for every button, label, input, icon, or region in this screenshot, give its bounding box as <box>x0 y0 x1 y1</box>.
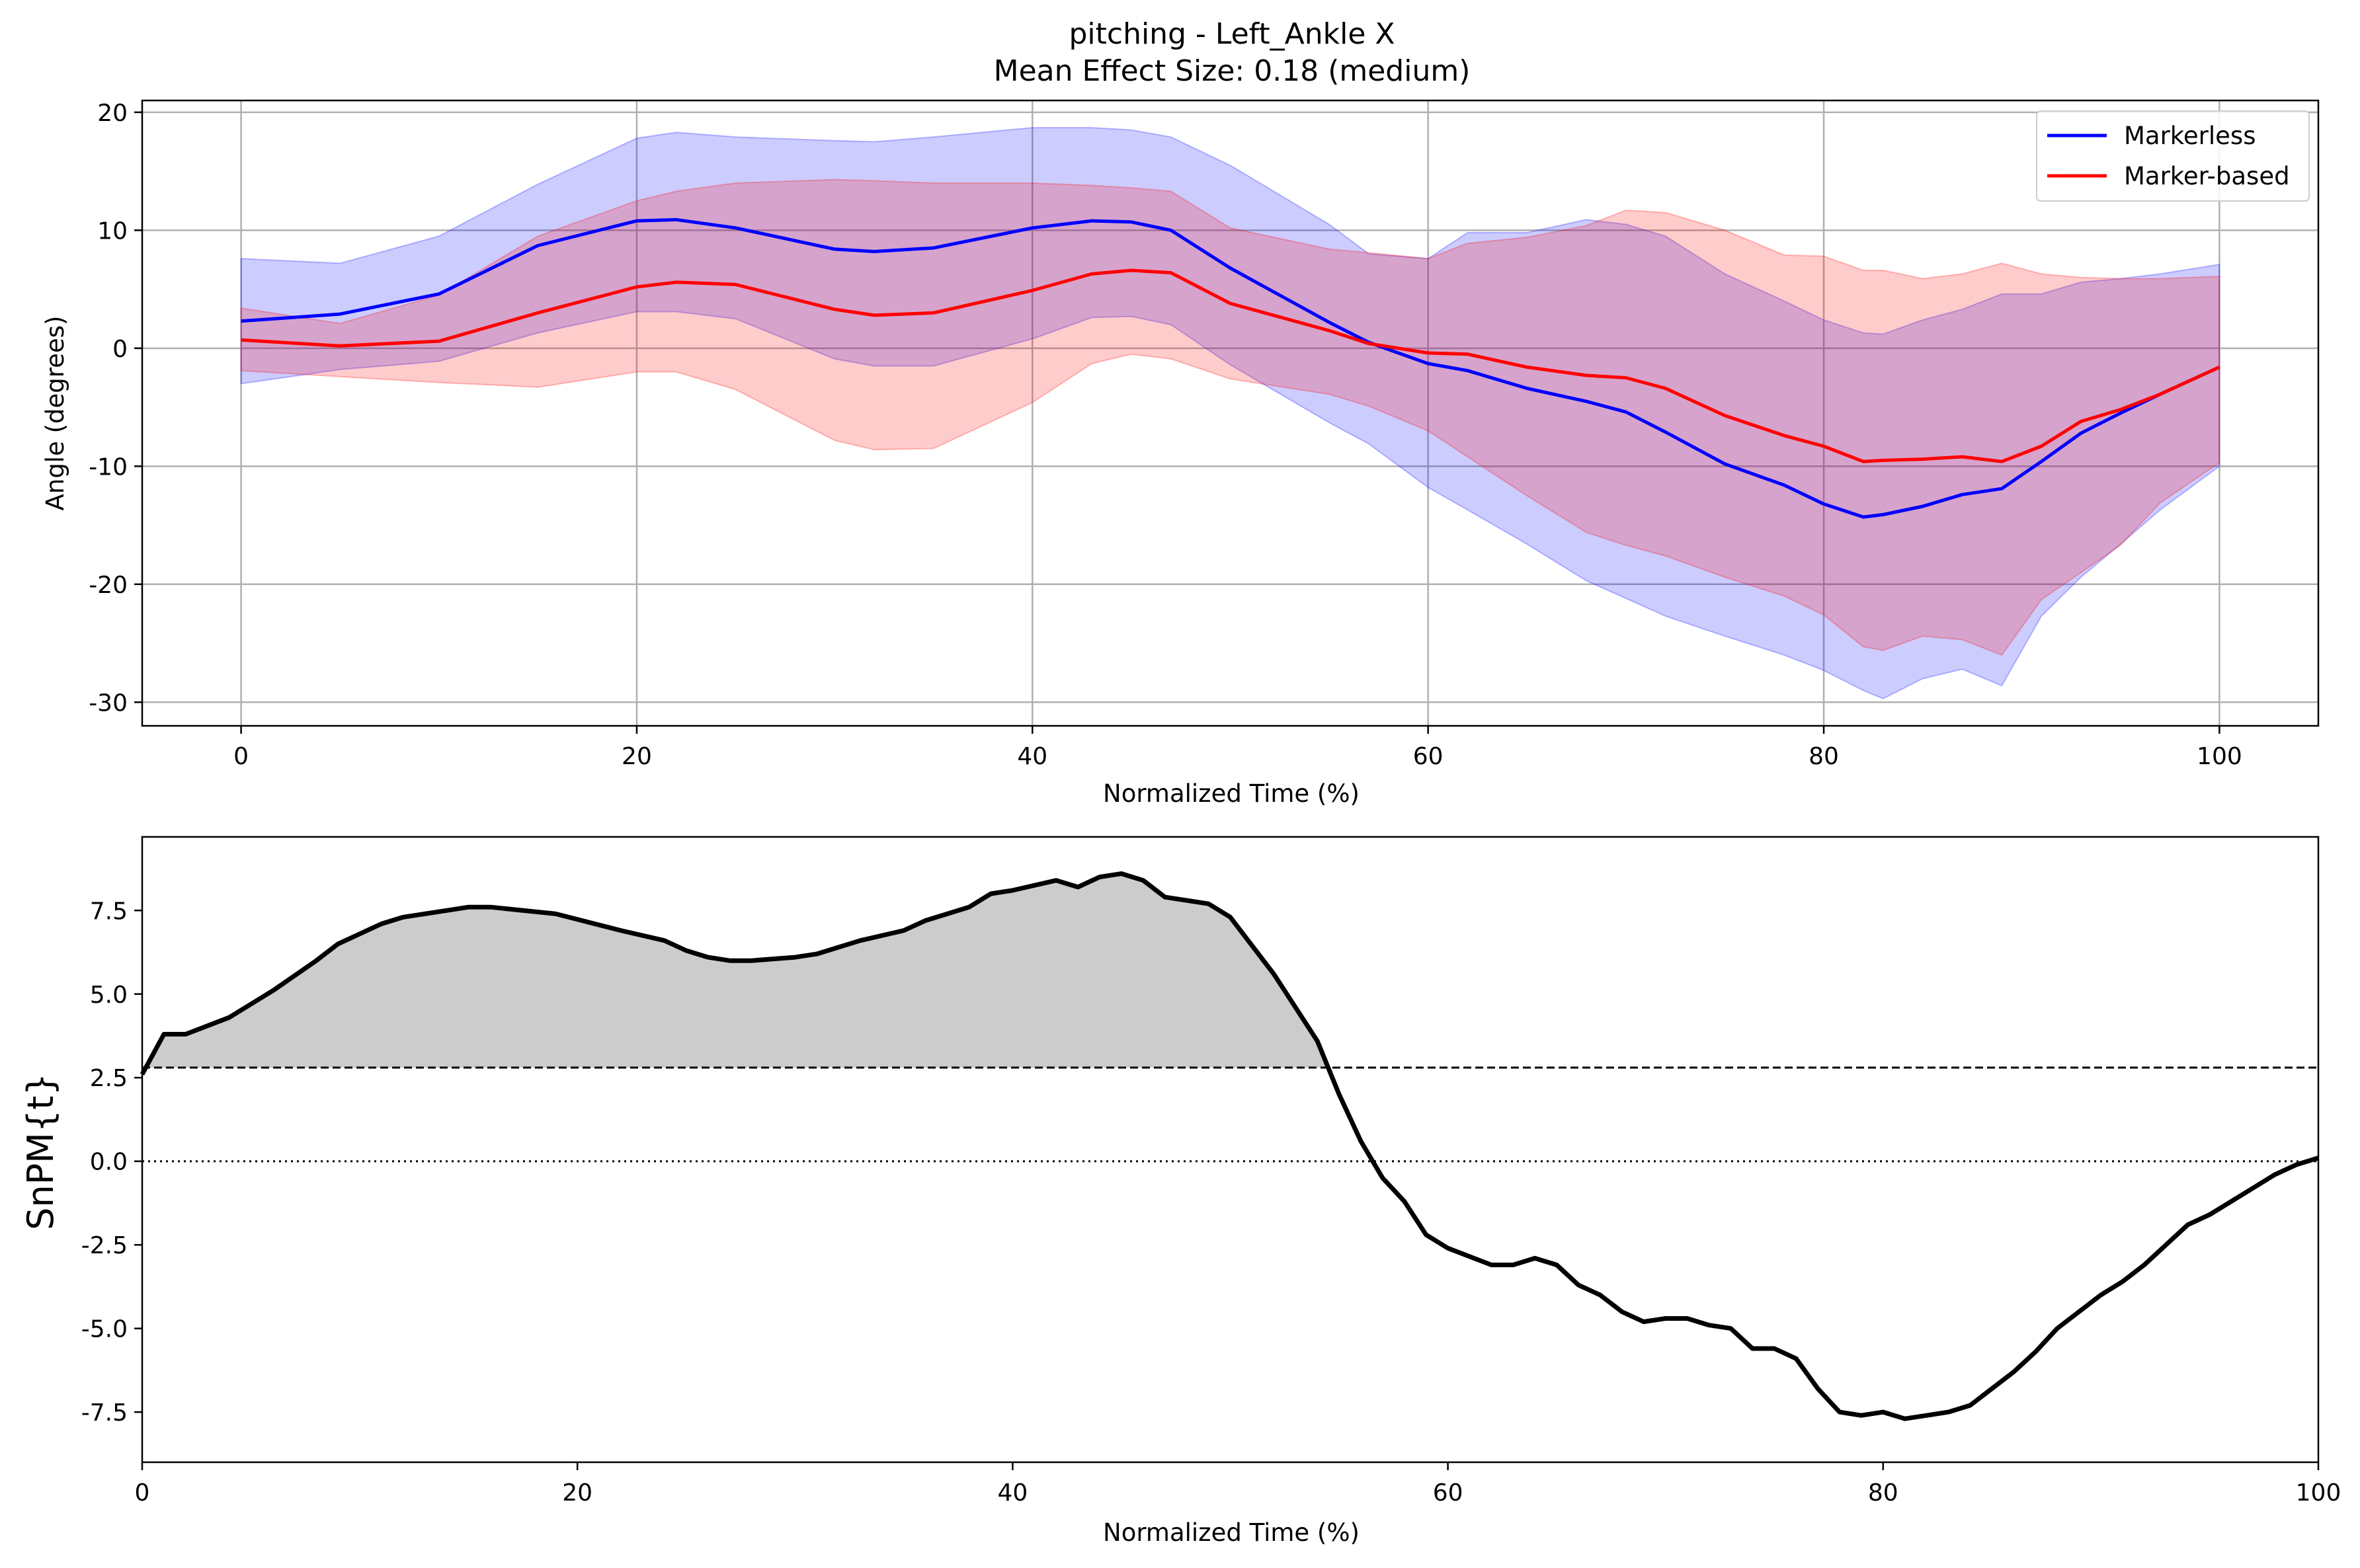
top-mean-lines <box>241 217 2220 519</box>
band-markerless <box>240 127 2220 699</box>
bottom-y-tick-label: -7.5 <box>81 1399 128 1427</box>
snpm-line <box>140 871 2320 1421</box>
suprathreshold-cluster <box>145 873 1328 1068</box>
bottom-x-tick-label: 100 <box>2296 1479 2341 1507</box>
top-plot-frame <box>141 99 2320 727</box>
line-markerless <box>241 217 2220 519</box>
top-y-tick-label: -30 <box>89 689 128 717</box>
legend-label-marker-based: Marker-based <box>2124 162 2290 190</box>
line-marker-based <box>241 268 2220 463</box>
top-confidence-bands <box>240 127 2220 699</box>
top-x-tick-label: 80 <box>1809 743 1839 770</box>
top-y-tick-label: -20 <box>89 572 128 599</box>
bottom-x-tick-label: 0 <box>135 1479 150 1507</box>
top-y-tick-label: -10 <box>89 453 128 481</box>
bottom-y-tick-label: 0.0 <box>90 1149 128 1176</box>
legend: Markerless Marker-based <box>2036 110 2310 202</box>
bottom-y-axis-label: SnPM{t} <box>20 1073 61 1230</box>
bottom-y-tick-label: 2.5 <box>90 1065 128 1092</box>
top-gridlines <box>142 100 2318 726</box>
top-x-tick-label: 60 <box>1413 743 1444 770</box>
snpm-chart: 0 20 40 60 80 100 7.5 5.0 2.5 0.0 -2.5 -5.0 -7.5 Nor… <box>20 836 2341 1547</box>
top-y-tick-label: 10 <box>97 217 128 245</box>
bottom-x-tick-label: 20 <box>562 1479 592 1507</box>
bottom-y-tick-label: 7.5 <box>90 898 128 925</box>
suprathreshold-fill <box>145 873 1328 1068</box>
bottom-y-tick-label: -2.5 <box>81 1232 128 1259</box>
bottom-x-tick-label: 80 <box>1868 1479 1898 1507</box>
top-x-tick-label: 40 <box>1017 743 1047 770</box>
bottom-x-tick-label: 40 <box>997 1479 1028 1507</box>
bottom-x-axis-label: Normalized Time (%) <box>1103 1518 1360 1547</box>
top-y-tick-label: 20 <box>97 100 128 127</box>
top-x-axis-label: Normalized Time (%) <box>1103 779 1360 808</box>
top-x-tick-label: 0 <box>233 743 249 770</box>
bottom-plot-frame <box>141 836 2320 1464</box>
top-x-tick-label: 20 <box>622 743 652 770</box>
band-marker-based <box>240 178 2220 656</box>
bottom-x-tick-label: 60 <box>1433 1479 1463 1507</box>
chart-subtitle: Mean Effect Size: 0.18 (medium) <box>994 54 1471 88</box>
reference-lines <box>142 1066 2318 1163</box>
legend-label-markerless: Markerless <box>2124 122 2256 150</box>
bottom-y-tick-label: 5.0 <box>90 982 128 1009</box>
snpm-curve <box>140 871 2320 1421</box>
top-x-tick-label: 100 <box>2197 743 2242 770</box>
bottom-y-tick-label: -5.0 <box>81 1316 128 1343</box>
chart-title: pitching - Left_Ankle X <box>1069 17 1395 51</box>
angle-chart: pitching - Left_Ankle X Mean Effect Size… <box>41 17 2320 808</box>
bottom-axis-ticks: 0 20 40 60 80 100 7.5 5.0 2.5 0.0 -2.5 -5.0 -7.5 <box>81 898 2341 1507</box>
legend-box <box>2036 110 2310 202</box>
top-y-axis-label: Angle (degrees) <box>41 316 69 511</box>
top-y-tick-label: 0 <box>112 336 128 363</box>
